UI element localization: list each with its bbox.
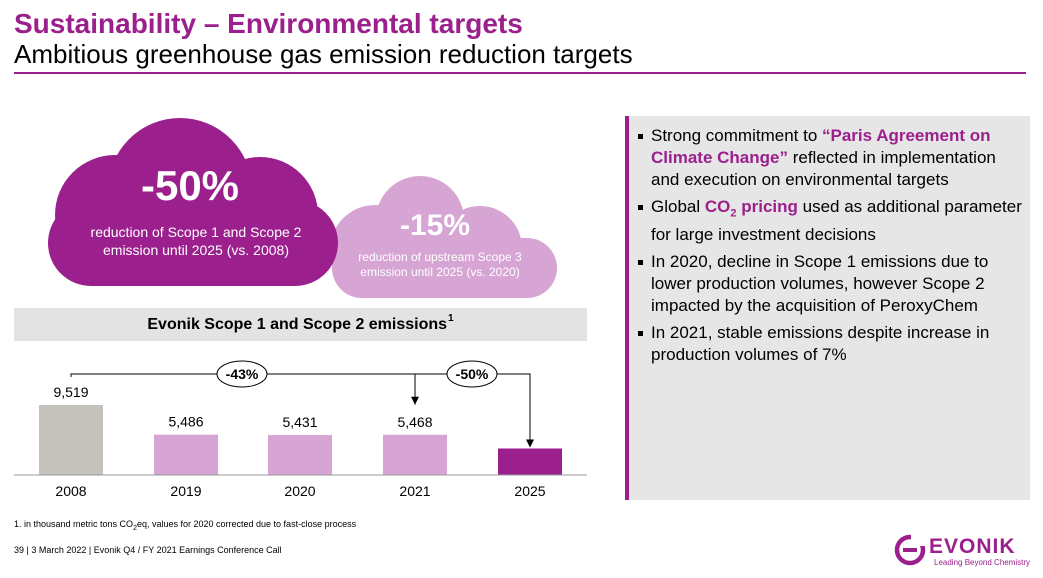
annotation-50-oval xyxy=(446,360,498,388)
evonik-logo-icon xyxy=(894,533,927,566)
bullet-item: Strong commitment to “Paris Agreement on… xyxy=(638,125,1023,191)
target-clouds xyxy=(48,118,557,298)
scope12-target-value: -50% xyxy=(140,162,240,209)
logo-wordmark: EVONIK xyxy=(929,535,1016,558)
bullet-item: In 2021, stable emissions despite increa… xyxy=(638,322,1023,366)
key-points-list: Strong commitment to “Paris Agreement on… xyxy=(638,125,1023,371)
bar-2019 xyxy=(154,434,218,475)
x-tick-2020: 2020 xyxy=(284,483,315,499)
bracket-43 xyxy=(70,373,416,405)
annotation-43-oval xyxy=(216,360,268,388)
bracket-50 xyxy=(415,373,531,446)
x-tick-2021: 2021 xyxy=(399,483,430,499)
bullet-item: In 2020, decline in Scope 1 emissions du… xyxy=(638,251,1023,317)
scope3-target-text: reduction of upstream Scope 3 emission un… xyxy=(358,250,522,279)
data-label-2008: 9,519 xyxy=(53,384,88,400)
bar-2025 xyxy=(498,448,562,475)
cloud-scope12 xyxy=(48,118,338,286)
bullet-item: Global CO2 pricing used as additional pa… xyxy=(638,196,1023,246)
bar-2021 xyxy=(383,434,447,475)
footnote: 1. in thousand metric tons CO2eq, values… xyxy=(14,519,357,532)
bar-2020 xyxy=(268,435,332,475)
bar-2008 xyxy=(39,405,103,475)
page-title: Sustainability – Environmental targets xyxy=(14,8,523,39)
x-tick-2019: 2019 xyxy=(170,483,201,499)
scope3-target-value: -15% xyxy=(399,209,471,242)
annotation-50-label: -50% xyxy=(456,366,489,382)
key-points-panel xyxy=(625,116,1030,500)
arrow-2021 xyxy=(411,396,419,405)
title-divider xyxy=(14,72,1026,74)
x-tick-2025: 2025 xyxy=(514,483,545,499)
cloud-scope3 xyxy=(330,176,557,298)
evonik-logo: EVONIK Leading Beyond Chemistry xyxy=(893,533,1031,569)
data-label-2021: 5,468 xyxy=(397,414,432,430)
annotation-43-label: -43% xyxy=(226,366,259,382)
page-subtitle: Ambitious greenhouse gas emission reduct… xyxy=(14,39,633,69)
chart-title: Evonik Scope 1 and Scope 2 emissions 1 xyxy=(14,308,587,341)
data-label-2019: 5,486 xyxy=(168,414,203,430)
data-label-2020: 5,431 xyxy=(282,414,317,430)
scope12-target-text: reduction of Scope 1 and Scope 2 emission… xyxy=(90,224,302,258)
arrow-2025 xyxy=(526,439,534,448)
x-tick-2008: 2008 xyxy=(55,483,86,499)
footer: 39 | 3 March 2022 | Evonik Q4 / FY 2021 … xyxy=(14,545,282,555)
logo-tagline: Leading Beyond Chemistry xyxy=(934,558,1031,567)
